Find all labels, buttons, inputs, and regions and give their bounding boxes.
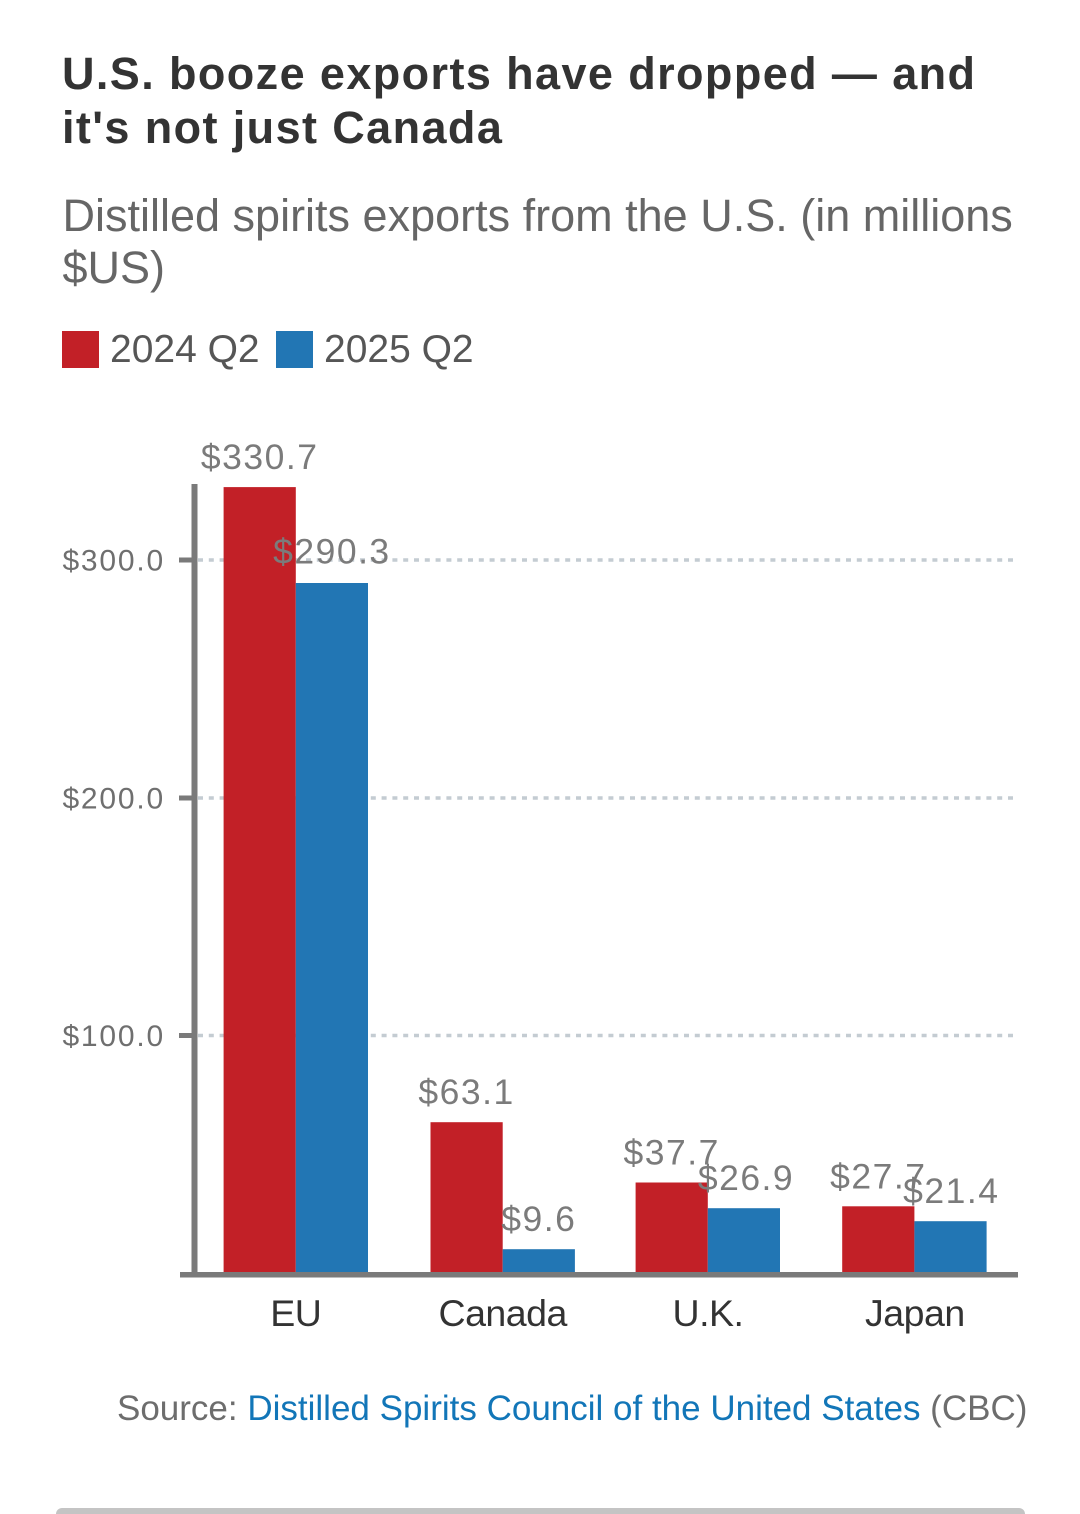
- svg-text:$21.4: $21.4: [903, 1171, 999, 1211]
- svg-text:$100.0: $100.0: [62, 1020, 165, 1053]
- svg-text:$330.7: $330.7: [201, 437, 319, 477]
- svg-text:$290.3: $290.3: [273, 532, 391, 572]
- svg-text:EU: EU: [270, 1292, 321, 1334]
- svg-text:Canada: Canada: [439, 1292, 568, 1334]
- svg-text:$63.1: $63.1: [418, 1072, 514, 1112]
- svg-text:$200.0: $200.0: [62, 783, 165, 816]
- svg-text:U.K.: U.K.: [673, 1292, 744, 1334]
- svg-text:$26.9: $26.9: [698, 1158, 794, 1198]
- svg-text:$27.7: $27.7: [830, 1156, 926, 1196]
- svg-text:$300.0: $300.0: [62, 545, 165, 578]
- svg-text:$9.6: $9.6: [501, 1199, 576, 1239]
- svg-text:Japan: Japan: [865, 1292, 965, 1334]
- svg-text:$37.7: $37.7: [624, 1133, 720, 1173]
